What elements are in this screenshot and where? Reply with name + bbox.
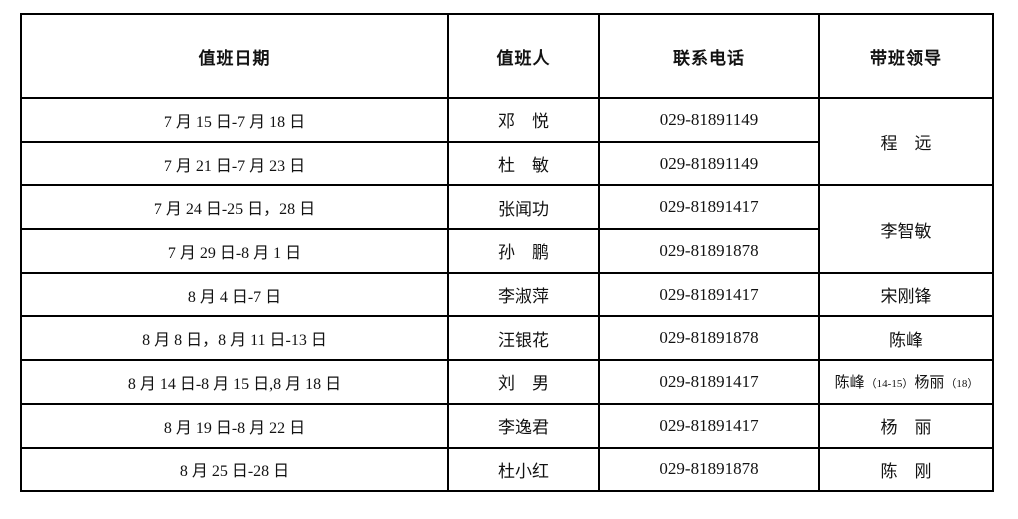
- leader-cell: 宋刚锋: [818, 271, 994, 318]
- leader-cell: 杨 丽: [818, 402, 994, 449]
- date-cell: 8 月 25 日-28 日: [20, 446, 449, 493]
- person-cell: 刘 男: [447, 359, 600, 405]
- leader-date-note: （18）: [945, 378, 979, 391]
- phone-cell: 029-81891878: [598, 446, 820, 493]
- leader-cell: 陈峰（14-15）杨丽（18）: [818, 359, 994, 405]
- date-cell: 8 月 14 日-8 月 15 日,8 月 18 日: [20, 359, 449, 405]
- phone-cell: 029-81891417: [598, 402, 820, 449]
- header-row: 值班日期 值班人 联系电话 带班领导: [20, 13, 994, 99]
- leader-name: 杨丽: [914, 375, 945, 392]
- person-cell: 杜 敏: [447, 140, 600, 187]
- date-cell: 8 月 8 日，8 月 11 日-13 日: [20, 315, 449, 362]
- date-cell: 7 月 15 日-7 月 18 日: [20, 97, 449, 143]
- table-row: 8 月 14 日-8 月 15 日,8 月 18 日 刘 男 029-81891…: [20, 359, 994, 405]
- leader-cell: 陈峰: [818, 315, 994, 362]
- header-leader: 带班领导: [818, 13, 994, 99]
- phone-cell: 029-81891149: [598, 140, 820, 187]
- date-cell: 8 月 4 日-7 日: [20, 271, 449, 318]
- table-row: 7 月 29 日-8 月 1 日 孙 鹏 029-81891878: [20, 228, 993, 274]
- table-row: 8 月 8 日，8 月 11 日-13 日 汪银花 029-81891878 陈…: [20, 315, 994, 362]
- table-row: 8 月 25 日-28 日 杜小红 029-81891878 陈 刚: [20, 446, 994, 493]
- date-cell: 7 月 21 日-7 月 23 日: [20, 140, 449, 187]
- leader-cell-merged: 程 远: [818, 96, 994, 187]
- leader-cell: 陈 刚: [818, 446, 994, 493]
- date-cell: 7 月 29 日-8 月 1 日: [20, 228, 449, 274]
- leader-cell-merged: 李智敏: [818, 184, 994, 274]
- table-row: 8 月 19 日-8 月 22 日 李逸君 029-81891417 杨 丽: [20, 402, 994, 449]
- person-cell: 孙 鹏: [447, 228, 600, 274]
- header-phone: 联系电话: [598, 13, 820, 99]
- person-cell: 李淑萍: [447, 271, 600, 318]
- person-cell: 邓 悦: [447, 97, 600, 143]
- phone-cell: 029-81891149: [598, 97, 820, 143]
- date-cell: 7 月 24 日-25 日，28 日: [20, 184, 449, 231]
- table-row: 7 月 24 日-25 日，28 日 张闻功 029-81891417 李智敏: [20, 184, 994, 274]
- phone-cell: 029-81891878: [598, 228, 820, 274]
- phone-cell: 029-81891417: [598, 184, 820, 231]
- leader-date-note: （14-15）: [865, 378, 914, 391]
- phone-cell: 029-81891417: [598, 359, 820, 405]
- table-row: 8 月 4 日-7 日 李淑萍 029-81891417 宋刚锋: [20, 271, 994, 318]
- person-cell: 汪银花: [447, 315, 600, 362]
- leader-name: 陈峰: [834, 375, 865, 392]
- person-cell: 张闻功: [447, 184, 600, 231]
- phone-cell: 029-81891417: [598, 271, 820, 318]
- table-row: 7 月 21 日-7 月 23 日 杜 敏 029-81891149: [20, 140, 993, 187]
- header-duty-date: 值班日期: [20, 13, 449, 99]
- table-row: 7 月 15 日-7 月 18 日 邓 悦 029-81891149 程 远: [20, 96, 994, 187]
- person-cell: 杜小红: [447, 446, 600, 493]
- header-duty-person: 值班人: [447, 13, 600, 99]
- phone-cell: 029-81891878: [598, 315, 820, 362]
- duty-roster-table: 值班日期 值班人 联系电话 带班领导 7 月 15 日-7 月 18 日 邓 悦…: [20, 13, 994, 493]
- person-cell: 李逸君: [447, 402, 600, 449]
- date-cell: 8 月 19 日-8 月 22 日: [20, 402, 449, 449]
